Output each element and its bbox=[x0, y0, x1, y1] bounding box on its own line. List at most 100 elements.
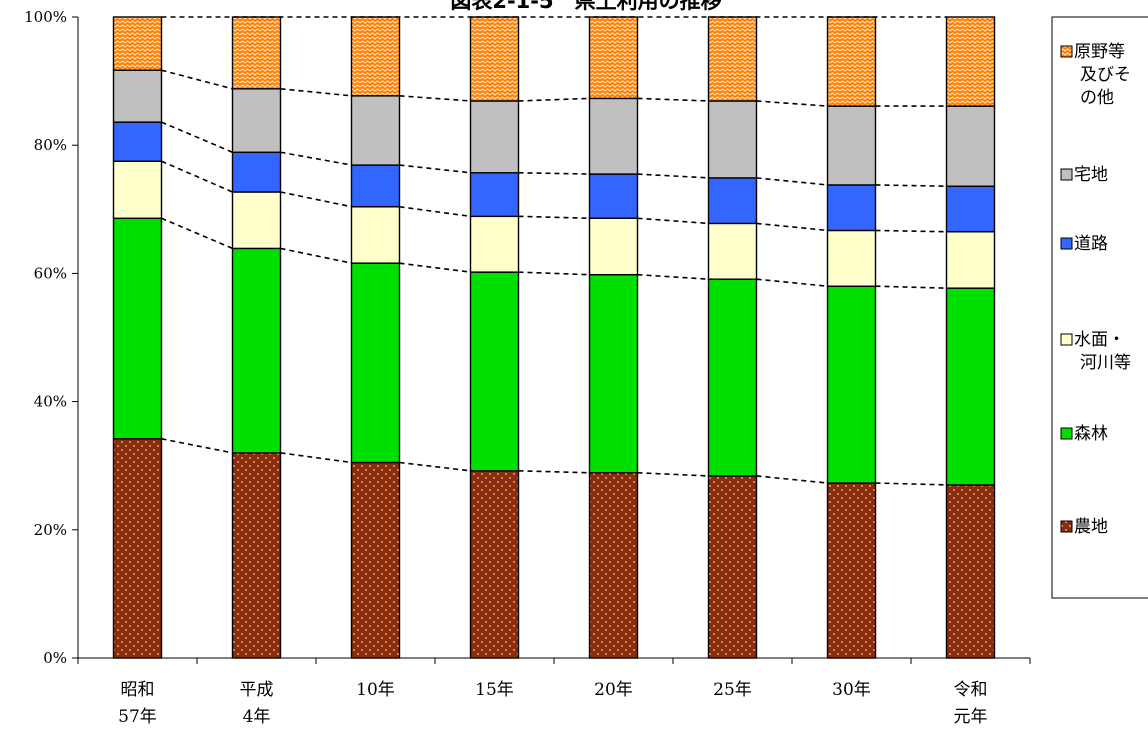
legend-swatch bbox=[1060, 45, 1073, 58]
series-line bbox=[637, 97, 709, 102]
legend-label: 森林 bbox=[1074, 424, 1108, 444]
bar-segment bbox=[469, 100, 520, 174]
series-line bbox=[518, 271, 590, 276]
series-line bbox=[518, 97, 590, 102]
x-tick-label: 昭和 bbox=[121, 680, 155, 700]
bar-segment bbox=[112, 121, 163, 162]
bar-segment bbox=[112, 217, 163, 440]
bar-segment bbox=[350, 262, 401, 464]
series-line bbox=[637, 471, 709, 477]
x-tick-label: 10年 bbox=[356, 680, 395, 700]
series-line bbox=[756, 177, 828, 186]
series-line bbox=[756, 475, 828, 484]
bar-segment bbox=[350, 16, 401, 97]
legend-label: 道路 bbox=[1074, 234, 1108, 254]
series-line bbox=[756, 222, 828, 232]
bar-segment bbox=[707, 100, 758, 179]
legend-swatch bbox=[1060, 333, 1073, 346]
legend-label: 原野等 bbox=[1074, 42, 1125, 62]
series-line bbox=[280, 151, 352, 166]
bar-segment bbox=[469, 271, 520, 472]
bar-segment bbox=[112, 16, 163, 71]
legend-label: の他 bbox=[1080, 88, 1114, 108]
series-line bbox=[399, 95, 471, 102]
series-line bbox=[280, 191, 352, 208]
y-tick-label: 40% bbox=[34, 393, 67, 411]
bar-segment bbox=[707, 16, 758, 102]
series-line bbox=[875, 184, 947, 188]
series-line bbox=[161, 160, 233, 193]
x-tick-label: 30年 bbox=[832, 680, 871, 700]
bar-segment bbox=[945, 16, 996, 107]
y-tick-label: 0% bbox=[43, 649, 67, 667]
bar-segment bbox=[112, 69, 163, 123]
chart-title: 図表2-1-5 県土利用の推移 bbox=[450, 0, 721, 13]
y-tick-label: 100% bbox=[24, 8, 67, 26]
bar-segment bbox=[350, 164, 401, 208]
series-line bbox=[399, 461, 471, 472]
series-line bbox=[399, 205, 471, 218]
bar-segment bbox=[945, 484, 996, 659]
series-line bbox=[637, 173, 709, 179]
y-tick-label: 60% bbox=[34, 264, 67, 282]
bar-segment bbox=[826, 105, 877, 186]
series-line bbox=[280, 247, 352, 264]
bar-segment bbox=[707, 177, 758, 225]
bar-segment bbox=[826, 482, 877, 659]
bar-segment bbox=[826, 285, 877, 484]
series-line bbox=[875, 229, 947, 233]
bar-segment bbox=[826, 229, 877, 287]
bar-segment bbox=[469, 470, 520, 659]
bar-segment bbox=[112, 438, 163, 659]
bar-segment bbox=[112, 160, 163, 219]
series-line bbox=[518, 171, 590, 175]
bar-segment bbox=[350, 206, 401, 264]
bar-segment bbox=[231, 452, 282, 659]
bar-segment bbox=[707, 475, 758, 659]
series-line bbox=[280, 452, 352, 464]
series-line bbox=[161, 217, 233, 250]
series-line bbox=[399, 164, 471, 174]
bar-segment bbox=[588, 173, 639, 219]
x-tick-label: 57年 bbox=[118, 707, 157, 727]
x-tick-label: 25年 bbox=[713, 680, 752, 700]
bar-segment bbox=[469, 172, 520, 218]
series-line bbox=[280, 87, 352, 97]
legend-swatch bbox=[1060, 520, 1073, 533]
series-line bbox=[161, 69, 233, 90]
series-line bbox=[518, 215, 590, 220]
legend-swatch bbox=[1060, 237, 1073, 250]
series-line bbox=[875, 482, 947, 486]
bar-segment bbox=[231, 88, 282, 153]
legend-label: 宅地 bbox=[1074, 165, 1108, 185]
legend-label: 及びそ bbox=[1080, 65, 1131, 85]
series-line bbox=[756, 100, 828, 107]
legend-swatch bbox=[1060, 168, 1073, 181]
bar-segment bbox=[350, 95, 401, 166]
x-tick-label: 平成 bbox=[240, 680, 274, 700]
bar-segment bbox=[588, 16, 639, 100]
plot-area: 0% 20% 40% 60% 80% 100% 昭和 57年 平成 4年 10年 15年 20年 25年 3… bbox=[24, 8, 1031, 727]
legend-label: 水面・ bbox=[1074, 330, 1125, 350]
bar-segment bbox=[945, 231, 996, 289]
bar-segment bbox=[231, 151, 282, 193]
legend-swatch bbox=[1060, 427, 1073, 440]
bar-segment bbox=[707, 278, 758, 477]
series-line bbox=[875, 285, 947, 289]
x-tick-label: 令和 bbox=[954, 680, 988, 700]
x-tick-label: 15年 bbox=[475, 680, 514, 700]
bar-segment bbox=[350, 461, 401, 659]
x-tick-label: 20年 bbox=[594, 680, 633, 700]
bar-segment bbox=[469, 215, 520, 273]
series-line bbox=[161, 437, 233, 454]
bar-segment bbox=[469, 16, 520, 102]
series-line bbox=[161, 121, 233, 153]
bar-segment bbox=[588, 472, 639, 659]
y-tick-label: 20% bbox=[34, 521, 67, 539]
legend-label: 河川等 bbox=[1080, 353, 1131, 373]
bar-segment bbox=[826, 184, 877, 232]
bar-segment bbox=[588, 273, 639, 474]
legend-box bbox=[1051, 16, 1148, 599]
